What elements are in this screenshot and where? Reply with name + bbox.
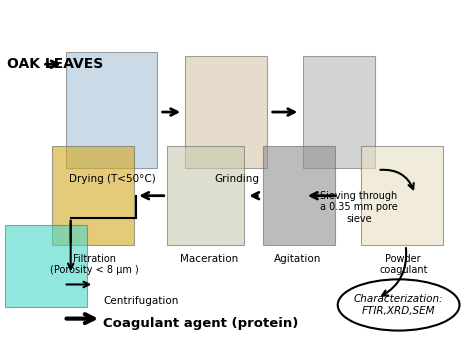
Text: Maceration: Maceration <box>180 254 238 264</box>
Ellipse shape <box>337 279 459 331</box>
FancyBboxPatch shape <box>361 146 443 245</box>
Text: Centrifugation: Centrifugation <box>103 296 179 306</box>
FancyBboxPatch shape <box>167 146 244 245</box>
Text: Powder
coagulant: Powder coagulant <box>379 254 428 275</box>
FancyBboxPatch shape <box>302 56 375 168</box>
Text: Filtration
(Porosity < 8 μm ): Filtration (Porosity < 8 μm ) <box>50 254 138 275</box>
FancyBboxPatch shape <box>66 52 157 168</box>
Text: Drying (T<50°C): Drying (T<50°C) <box>70 174 156 184</box>
Text: OAK LEAVES: OAK LEAVES <box>8 57 104 71</box>
Text: Agitation: Agitation <box>274 254 321 264</box>
Text: Coagulant agent (protein): Coagulant agent (protein) <box>103 317 299 330</box>
Text: Grinding: Grinding <box>215 174 259 184</box>
FancyBboxPatch shape <box>52 146 134 245</box>
FancyBboxPatch shape <box>185 56 267 168</box>
Text: Characterization:
FTIR,XRD,SEM: Characterization: FTIR,XRD,SEM <box>354 294 443 316</box>
FancyBboxPatch shape <box>263 146 336 245</box>
FancyBboxPatch shape <box>5 225 87 307</box>
Text: Sieving through
a 0.35 mm pore
sieve: Sieving through a 0.35 mm pore sieve <box>320 191 398 224</box>
